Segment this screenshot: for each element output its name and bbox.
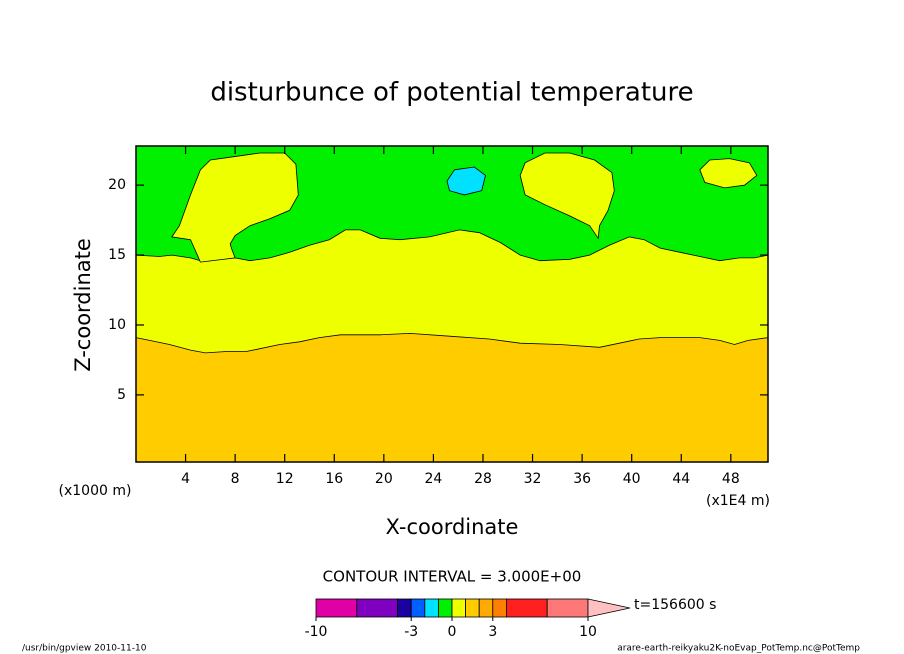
colorbar-segment (356, 598, 398, 618)
footer-right: arare-earth-reikyaku2K-noEvap_PotTemp.nc… (617, 644, 860, 654)
y-tick-label: 10 (108, 317, 126, 333)
x-tick-label: 36 (573, 471, 591, 487)
contour-interval: CONTOUR INTERVAL = 3.000E+00 (323, 568, 582, 586)
contour-region (519, 152, 615, 240)
x-tick-label: 32 (524, 471, 542, 487)
colorbar-segment (492, 598, 507, 618)
colorbar-segment (397, 598, 412, 618)
colorbar-segment (315, 598, 358, 618)
x-tick-label: 16 (325, 471, 343, 487)
x-tick-label: 48 (722, 471, 740, 487)
x-tick-label: 28 (474, 471, 492, 487)
y-tick-label: 20 (108, 177, 126, 193)
time-label: t=156600 s (634, 597, 716, 613)
contour-region (171, 152, 299, 263)
footer-left: /usr/bin/gpview 2010-11-10 (22, 644, 147, 654)
colorbar-segment (465, 598, 480, 618)
colorbar-over (587, 598, 631, 618)
y-tick-label: 5 (117, 387, 126, 403)
colorbar-tick-label: 10 (579, 624, 597, 640)
x-axis-label: X-coordinate (386, 515, 519, 539)
x-tick-label: 40 (623, 471, 641, 487)
y-axis-label: Z-coordinate (71, 238, 95, 372)
colorbar-segment (424, 598, 439, 618)
colorbar-tick-label: -10 (305, 624, 328, 640)
chart-title: disturbunce of potential temperature (210, 78, 693, 108)
colorbar-segment (478, 598, 494, 618)
colorbar-segment (546, 598, 589, 618)
y-tick-label: 15 (108, 247, 126, 263)
y-unit: (x1000 m) (59, 483, 132, 499)
contour-region (446, 166, 486, 196)
x-tick-label: 44 (672, 471, 690, 487)
x-tick-label: 24 (424, 471, 442, 487)
contour-region (699, 158, 758, 189)
x-tick-label: 12 (276, 471, 294, 487)
x-tick-label: 8 (231, 471, 240, 487)
plot-frame (135, 145, 769, 463)
x-unit: (x1E4 m) (706, 493, 770, 509)
colorbar-segment (437, 598, 453, 618)
colorbar-tick-label: -3 (404, 624, 418, 640)
colorbar-segment (451, 598, 467, 618)
colorbar-segment (505, 598, 548, 618)
x-tick-label: 20 (375, 471, 393, 487)
colorbar-segment (410, 598, 426, 618)
x-tick-label: 4 (181, 471, 190, 487)
colorbar-tick-label: 3 (488, 624, 497, 640)
colorbar-tick-label: 0 (448, 624, 457, 640)
